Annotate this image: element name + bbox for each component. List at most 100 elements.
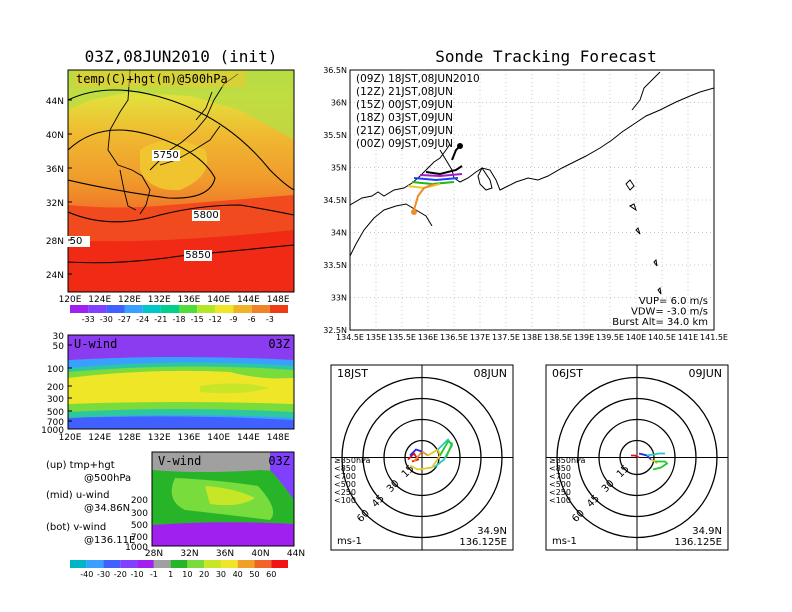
wind-colorbar-swatch (254, 560, 272, 568)
uwind-lon-label: 140E (207, 433, 230, 443)
wind-colorbar-tick: 40 (233, 570, 243, 579)
track-lat-label: 32.5N (323, 326, 347, 335)
contour-label: 5800 (193, 210, 218, 221)
colorbar-tick: -9 (230, 315, 238, 324)
map-field-label: temp(C)+hgt(m)@500hPa (76, 72, 228, 86)
legend-sub: @136.11E (84, 535, 135, 546)
uwind-lon-label: 120E (59, 433, 82, 443)
track-map-frame (349, 69, 715, 331)
wind-colorbar-tick: 1 (168, 570, 173, 579)
hodograph-2: 06JST 09JUNms-134.9N136.125E15304560≥850h… (545, 364, 729, 551)
pressure-legend-item: <850 (334, 464, 356, 473)
wind-colorbar-tick: 50 (249, 570, 259, 579)
track-lat-label: 35.5N (323, 131, 347, 140)
wind-colorbar-tick: -10 (131, 570, 144, 579)
track-legend: (09Z) 18JST,08JUN2010(12Z) 21JST,08JUN(1… (356, 73, 480, 150)
pressure-legend-item: <250 (549, 488, 571, 497)
wind-colorbar-swatch (137, 560, 154, 568)
pressure-legend-item: <250 (334, 488, 356, 497)
track-lon-label: 136.5E (440, 333, 468, 342)
track-lat-label: 35N (331, 164, 347, 173)
wind-colorbar-swatch (271, 560, 288, 568)
pressure-legend-item: <700 (549, 472, 571, 481)
uwind-p-label: 30 (53, 332, 65, 342)
uwind-lon-label: 132E (148, 433, 171, 443)
hodograph-units: ms-1 (552, 536, 577, 547)
hodograph-lon: 136.125E (459, 537, 507, 548)
uwind-frame (67, 334, 295, 430)
track-legend-item: (09Z) 18JST,08JUN2010 (356, 73, 480, 85)
track-lon-label: 139E (574, 333, 594, 342)
uwind-p-label: 300 (47, 395, 64, 405)
wind-colorbar-tick: -40 (80, 570, 93, 579)
wind-colorbar-swatch (237, 560, 255, 568)
colorbar-tick: -30 (100, 315, 113, 324)
vwind-label: V-wind (158, 454, 201, 468)
track-lon-label: 135.5E (388, 333, 416, 342)
vwind-p-label: 700 (131, 533, 148, 543)
colorbar-swatch (142, 305, 161, 313)
wind-colorbar: -40 -30 -20 -10 -1 1 10 20 30 40 50 60 (70, 560, 288, 579)
colorbar-swatch (106, 305, 125, 313)
hodograph-1: 18JST 08JUNms-134.9N136.125E15304560≥850h… (330, 364, 514, 551)
hodograph-time: 18JST (337, 367, 368, 380)
track-lon-label: 135E (366, 333, 386, 342)
uwind-lon-labels: 120E 124E 128E 132E 136E 140E 144E 148E (59, 433, 290, 443)
track-legend-item: (00Z) 09JST,09JUN (356, 138, 453, 150)
wind-colorbar-tick: -1 (150, 570, 158, 579)
pressure-legend-item: <500 (549, 480, 571, 489)
colorbar-swatch (124, 305, 143, 313)
legend-sub: @500hPa (84, 473, 131, 484)
colorbar-tick: -15 (191, 315, 204, 324)
temp-colorbar: -33 -30 -27 -24 -21 -18 -15 -12 -9 -6 -3 (70, 305, 288, 324)
track-lat-label: 36.5N (323, 66, 347, 75)
wind-colorbar-swatch (86, 560, 104, 568)
colorbar-swatch (251, 305, 270, 313)
temp-height-map (68, 70, 294, 292)
track-lat-label: 34.5N (323, 196, 347, 205)
launch-param: VDW= -3.0 m/s (631, 307, 708, 318)
wind-colorbar-tick: 60 (266, 570, 276, 579)
track-lon-label: 141.5E (700, 333, 728, 342)
wind-colorbar-swatch (103, 560, 121, 568)
track-map-grid (350, 70, 714, 330)
hodograph-time: 06JST (552, 367, 583, 380)
colorbar-swatch (179, 305, 198, 313)
hodograph-date: 08JUN (473, 367, 507, 380)
map-lon-label: 144E (237, 295, 260, 305)
track-lon-label: 136E (418, 333, 438, 342)
contour-label-bg (62, 236, 90, 247)
track-lat-label: 33.5N (323, 261, 347, 270)
wind-colorbar-swatch (70, 560, 87, 568)
colorbar-swatch (215, 305, 234, 313)
uwind-p-label: 500 (47, 408, 64, 418)
colorbar-tick: -33 (82, 315, 95, 324)
vwind-p-label: 200 (131, 496, 148, 506)
wind-colorbar-swatch (220, 560, 238, 568)
vwind-lat-label: 44N (287, 549, 305, 559)
pressure-legend-item: <700 (334, 472, 356, 481)
colorbar-tick: -21 (154, 315, 167, 324)
colorbar-tick: -24 (136, 315, 149, 324)
hodograph-units: ms-1 (337, 536, 362, 547)
vwind-p-label: 300 (131, 509, 148, 519)
track-lon-labels: 134.5E 135E 135.5E 136E 136.5E 137E 137.5E 138E… (336, 333, 728, 342)
wind-colorbar-tick: 20 (199, 570, 209, 579)
pressure-legend-item: ≥850hPa (549, 456, 586, 465)
contour-label: 5750 (153, 150, 178, 161)
wind-colorbar-tick: 30 (216, 570, 226, 579)
track-lon-label: 138.5E (544, 333, 572, 342)
wind-colorbar-swatch (153, 560, 171, 568)
wind-colorbar-swatch (204, 560, 221, 568)
vwind-lat-label: 28N (145, 549, 163, 559)
hodograph-track (631, 454, 640, 459)
launch-param: VUP= 6.0 m/s (639, 296, 708, 307)
wind-colorbar-swatch (120, 560, 138, 568)
colorbar-swatch (160, 305, 179, 313)
uwind-time: 03Z (268, 337, 290, 351)
map-frame (67, 69, 295, 293)
vwind-lat-label: 32N (180, 549, 198, 559)
pressure-legend-item: <850 (549, 464, 571, 473)
